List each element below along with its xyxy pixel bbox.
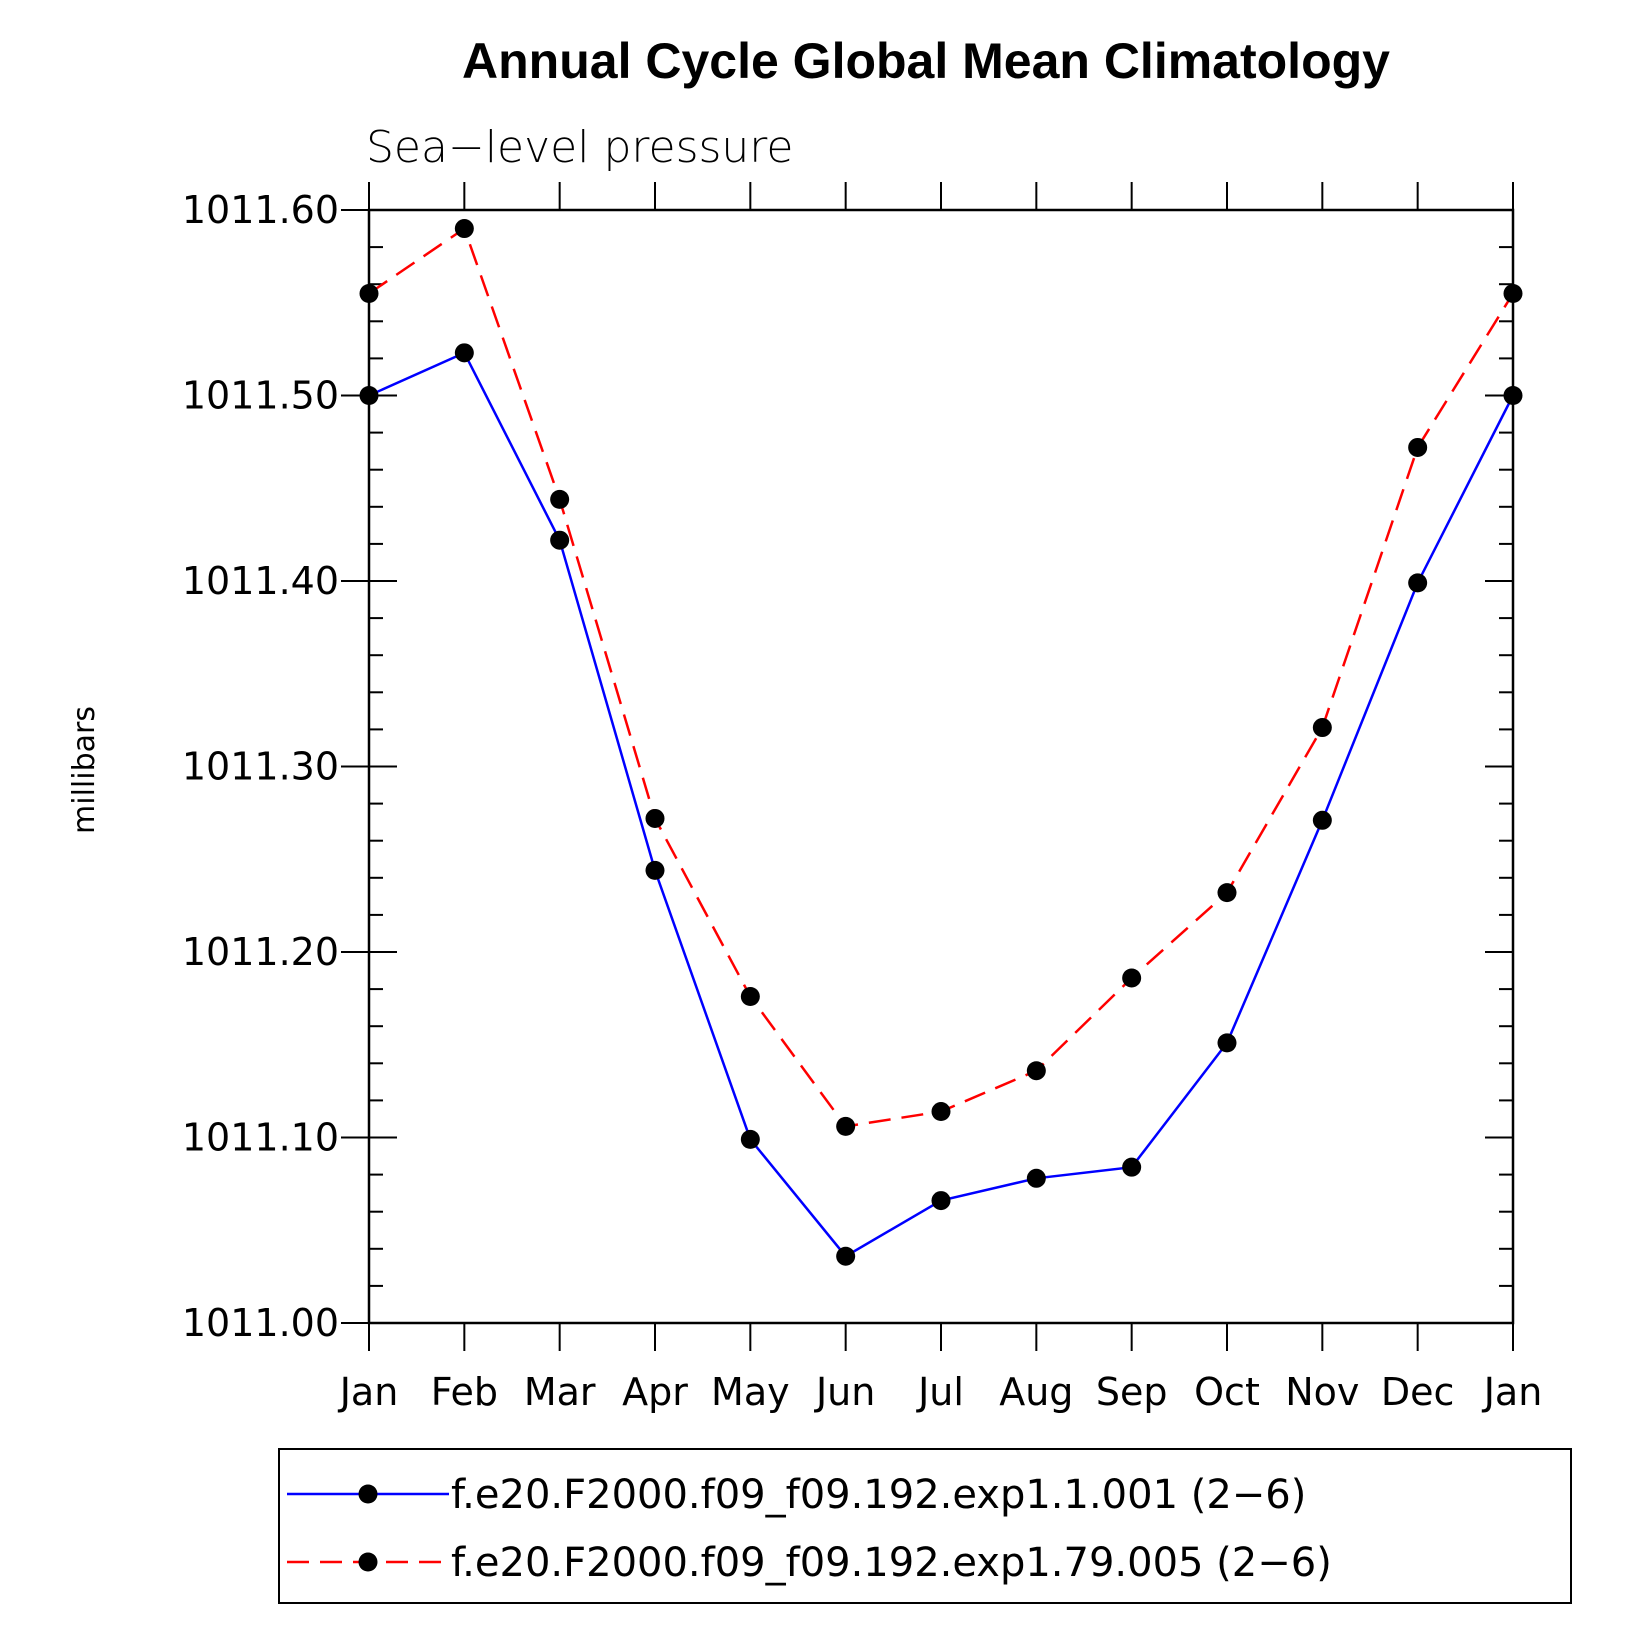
- chart-title: Annual Cycle Global Mean Climatology: [462, 33, 1390, 89]
- y-tick-label: 1011.40: [182, 559, 339, 603]
- series-2-point: [1122, 968, 1142, 988]
- x-tick-label: Jun: [814, 1370, 875, 1414]
- series-2-point: [931, 1102, 951, 1122]
- series-1-point: [1312, 810, 1332, 830]
- series-1-point: [359, 386, 379, 405]
- series-1-point: [1026, 1168, 1046, 1188]
- series-1-point: [550, 530, 570, 550]
- series-2-point: [1026, 1061, 1046, 1081]
- plot-area: 1011.00 1011.10 1011.20 1011.30 1011.40 1011.…: [182, 182, 1542, 1414]
- y-tick-label: 1011.20: [182, 930, 339, 974]
- series-2-point: [1408, 437, 1428, 457]
- series-2-point: [740, 987, 760, 1007]
- series-2-point: [1503, 283, 1523, 303]
- x-tick-label: May: [711, 1370, 790, 1414]
- series-2-point: [454, 219, 474, 239]
- x-tick-label: Jan: [338, 1370, 399, 1414]
- series-1-point: [454, 343, 474, 363]
- legend-marker-2: [358, 1552, 378, 1572]
- series-2-point: [550, 489, 570, 509]
- series-1-point: [1503, 386, 1523, 405]
- y-tick-label: 1011.50: [182, 374, 339, 418]
- series-1-point: [1408, 573, 1428, 593]
- x-tick-label: Nov: [1285, 1370, 1359, 1414]
- x-tick-label: Oct: [1194, 1370, 1260, 1414]
- legend-label-2: f.e20.F2000.f09_f09.192.exp1.79.005 (2−6…: [451, 1540, 1332, 1586]
- x-tick-label: Dec: [1381, 1370, 1455, 1414]
- x-tick-label: Feb: [431, 1370, 498, 1414]
- y-axis-label: millibars: [67, 706, 102, 834]
- legend-label-1: f.e20.F2000.f09_f09.192.exp1.1.001 (2−6): [451, 1472, 1306, 1518]
- series-1-point: [645, 860, 665, 880]
- x-tick-label: Jul: [916, 1370, 964, 1414]
- series-1-point: [931, 1191, 951, 1211]
- y-tick-label: 1011.30: [182, 745, 339, 789]
- x-tick-label: Mar: [524, 1370, 596, 1414]
- y-tick-label: 1011.60: [182, 188, 339, 232]
- series-2-point: [359, 283, 379, 303]
- legend-box: [278, 1448, 1572, 1604]
- x-tick-label: Apr: [622, 1370, 688, 1414]
- x-tick-label: Jan: [1482, 1370, 1543, 1414]
- series-1-point: [1122, 1157, 1142, 1177]
- series-1-point: [1217, 1033, 1237, 1053]
- chart-subtitle: Sea−level pressure: [366, 122, 794, 173]
- y-tick-label: 1011.10: [182, 1116, 339, 1160]
- series-2-point: [1312, 718, 1332, 738]
- series-2-point: [836, 1116, 856, 1136]
- y-tick-label: 1011.00: [182, 1301, 339, 1345]
- legend: f.e20.F2000.f09_f09.192.exp1.1.001 (2−6)…: [278, 1448, 1572, 1604]
- series-line-2: [368, 226, 1515, 1128]
- x-tick-label: Sep: [1096, 1370, 1168, 1414]
- series-1-point: [740, 1129, 760, 1149]
- plot-frame: [367, 208, 1515, 1325]
- legend-marker-1: [358, 1484, 378, 1504]
- series-2-point: [1217, 883, 1237, 903]
- series-1-point: [836, 1246, 856, 1266]
- series-2-point: [645, 808, 665, 828]
- x-tick-label: Aug: [999, 1370, 1073, 1414]
